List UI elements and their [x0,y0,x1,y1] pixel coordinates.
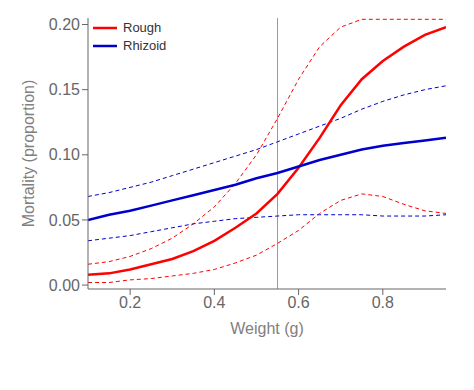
svg-text:Weight (g): Weight (g) [230,320,304,337]
svg-text:0.8: 0.8 [372,294,394,311]
svg-text:0.00: 0.00 [49,277,80,294]
svg-text:0.20: 0.20 [49,16,80,33]
svg-text:0.05: 0.05 [49,212,80,229]
svg-text:Mortality (proportion): Mortality (proportion) [20,80,37,228]
html-text:Rough: Rough [123,20,162,35]
svg-text:0.6: 0.6 [287,294,309,311]
svg-text:0.2: 0.2 [119,294,141,311]
svg-text:0.4: 0.4 [203,294,225,311]
html-text:Rhizoid: Rhizoid [123,38,167,53]
svg-text:0.10: 0.10 [49,146,80,163]
svg-text:0.15: 0.15 [49,81,80,98]
